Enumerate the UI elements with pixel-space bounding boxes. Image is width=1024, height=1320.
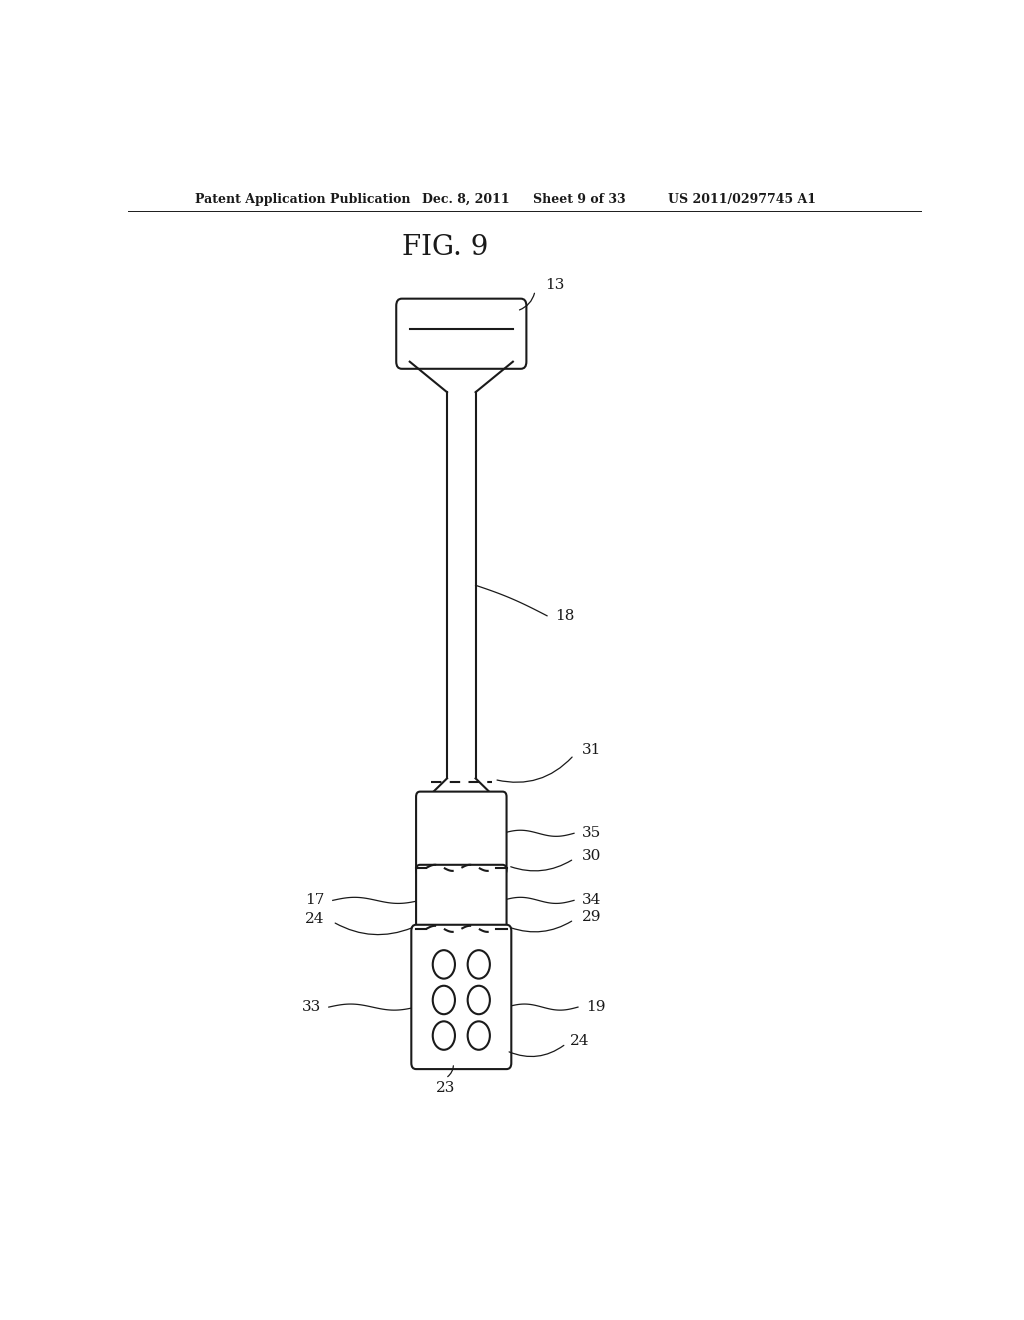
- Text: 18: 18: [555, 609, 574, 623]
- Text: US 2011/0297745 A1: US 2011/0297745 A1: [668, 193, 816, 206]
- Text: 19: 19: [586, 1001, 605, 1014]
- Text: 31: 31: [582, 743, 601, 756]
- FancyBboxPatch shape: [416, 792, 507, 875]
- FancyBboxPatch shape: [396, 298, 526, 368]
- Text: 34: 34: [582, 894, 601, 907]
- Text: 23: 23: [436, 1081, 455, 1096]
- Text: 24: 24: [305, 912, 325, 925]
- Text: FIG. 9: FIG. 9: [402, 235, 488, 261]
- Text: 33: 33: [302, 1001, 321, 1014]
- Text: Dec. 8, 2011: Dec. 8, 2011: [422, 193, 509, 206]
- FancyBboxPatch shape: [412, 925, 511, 1069]
- Text: 35: 35: [582, 826, 601, 841]
- Text: Sheet 9 of 33: Sheet 9 of 33: [532, 193, 626, 206]
- Text: Patent Application Publication: Patent Application Publication: [196, 193, 411, 206]
- Text: 13: 13: [545, 279, 564, 293]
- FancyBboxPatch shape: [416, 865, 507, 936]
- Text: 30: 30: [582, 849, 601, 863]
- Text: 29: 29: [582, 909, 601, 924]
- Text: 24: 24: [570, 1034, 590, 1048]
- Text: 17: 17: [305, 894, 325, 907]
